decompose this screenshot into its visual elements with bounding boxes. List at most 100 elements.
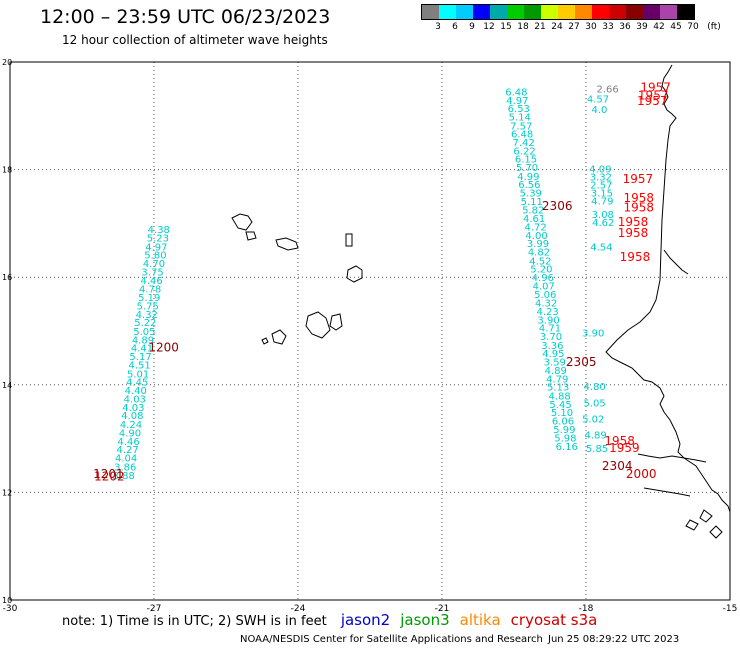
wave-height-label: 4.70 [143, 259, 165, 270]
wave-height-label: 4.89 [584, 431, 606, 442]
wave-height-label: 3.08 [592, 210, 614, 221]
time-label: 1201 [93, 467, 124, 481]
wave-height-label: 4.27 [116, 445, 138, 456]
satellite-name: altika [459, 611, 501, 629]
time-labels: 1200120112022306230523042000195719571957… [93, 81, 671, 484]
wave-height-label: 4.96 [532, 273, 554, 284]
legend-swatch [677, 5, 694, 19]
casamance-inlet [643, 487, 691, 497]
legend-swatch [626, 5, 643, 19]
time-label: 1958 [618, 226, 649, 240]
wave-height-label: 4.40 [125, 386, 147, 397]
senegal-river [663, 249, 689, 275]
legend-swatch [643, 5, 660, 19]
legend-label: (ft) [707, 22, 721, 32]
legend-swatch [660, 5, 677, 19]
x-tick-label: -18 [579, 604, 594, 614]
wave-height-label: 4.89 [545, 366, 567, 377]
footer-note: note: 1) Time is in UTC; 2) SWH is in fe… [62, 611, 617, 629]
wave-height-label: 5.23 [147, 234, 169, 245]
legend-label: 18 [517, 22, 529, 32]
legend-label: 15 [500, 22, 512, 32]
wave-height-label: 4.97 [506, 96, 528, 107]
wave-height-label: 5.99 [553, 425, 575, 436]
wave-height-label: 5.70 [516, 163, 538, 174]
wave-height-label: 3.86 [114, 462, 136, 473]
x-tick-label: -21 [435, 604, 450, 614]
santo-antao-island [231, 213, 253, 231]
wave-height-label: 5.80 [144, 250, 166, 261]
time-label: 1958 [624, 191, 655, 205]
wave-height-label: 4.23 [536, 307, 558, 318]
wave-height-label: 4.00 [525, 231, 547, 242]
wave-height-label: 4.09 [589, 164, 611, 175]
satellite-name: jason3 [400, 611, 450, 629]
sao-nicolau-island [275, 237, 299, 251]
wave-height-label: 5.10 [551, 408, 573, 419]
wave-height-label: 4.72 [524, 222, 546, 233]
wave-height-label: 2.57 [590, 180, 612, 191]
maio-island [329, 313, 343, 331]
satellite-tracks: 4.385.234.975.804.703.754.464.785.195.75… [113, 85, 619, 482]
wave-height-label: 5.02 [582, 414, 604, 425]
wave-height-label: 4.03 [122, 403, 144, 414]
time-label: 1959 [609, 441, 640, 455]
satellite-legend: jason2 jason3 altika cryosat s3a [341, 611, 608, 629]
wave-height-label: 4.99 [517, 172, 539, 183]
wave-height-label: 4.08 [121, 411, 143, 422]
time-label: 1957 [637, 94, 668, 108]
wave-height-label: 5.82 [522, 206, 544, 217]
wave-height-label: 6.48 [505, 87, 527, 98]
wave-height-label: 5.39 [520, 189, 542, 200]
wave-height-label: 6.15 [515, 155, 537, 166]
y-tick-label: 20 [2, 58, 12, 67]
wave-height-label: 4.04 [115, 454, 137, 465]
wave-height-label: 5.14 [509, 113, 531, 124]
wave-height-label: 5.06 [534, 290, 556, 301]
legend-label: 6 [452, 22, 458, 32]
wave-height-label: 5.75 [137, 301, 159, 312]
legend-swatch [490, 5, 507, 19]
map-subtitle: 12 hour collection of altimeter wave hei… [62, 33, 328, 47]
y-tick-label: 10 [2, 596, 12, 605]
wave-height-label: 6.06 [552, 417, 574, 428]
legend-label: 30 [585, 22, 597, 32]
legend-swatch [592, 5, 609, 19]
wave-height-label: 4.0 [591, 105, 607, 116]
wave-height-label: 5.11 [521, 197, 543, 208]
x-tick-label: -30 [3, 604, 18, 614]
wave-height-label: 4.82 [528, 248, 550, 259]
legend-swatch [439, 5, 456, 19]
legend-label: 36 [619, 22, 631, 32]
wave-height-label: 3.75 [141, 268, 163, 279]
wave-height-label: 4.07 [533, 282, 555, 293]
wave-height-label: 4.38 [148, 225, 170, 236]
legend-swatch [558, 5, 575, 19]
wave-height-label: 5.13 [547, 383, 569, 394]
time-label: 2304 [602, 459, 633, 473]
sao-vicente-island [245, 231, 257, 241]
time-label: 1200 [148, 340, 179, 354]
wave-height-color-legend: 3 6 9 12 15 18 21 24 27 30 33 36 39 42 45 70 (ft) [421, 4, 721, 32]
legend-swatch [456, 5, 473, 19]
bijagos-island [709, 525, 723, 539]
map-title: 12:00 – 23:59 UTC 06/23/2023 [40, 6, 331, 28]
wave-height-label: 4.45 [126, 377, 148, 388]
wave-height-label: 4.78 [139, 284, 161, 295]
brava-island [261, 337, 269, 345]
wave-height-label: 5.22 [134, 318, 156, 329]
legend-swatches [421, 4, 695, 20]
wave-height-label: 6.16 [556, 442, 578, 453]
wave-height-label: 4.46 [117, 437, 139, 448]
x-tick-label: -24 [291, 604, 306, 614]
wave-height-label: 4.32 [535, 298, 557, 309]
legend-label: 9 [469, 22, 475, 32]
wave-height-label: 5.85 [586, 444, 608, 455]
wave-height-label: 7.42 [512, 138, 534, 149]
wave-height-label: 3.32 [590, 172, 612, 183]
axis-tick-labels: -30 -27 -24 -21 -18 -15 20 18 16 14 12 10 [2, 58, 737, 614]
wave-height-label: 3.15 [591, 189, 613, 200]
sal-island [345, 233, 353, 247]
x-tick-label: -27 [147, 604, 162, 614]
wave-height-label: 4.57 [587, 94, 609, 105]
